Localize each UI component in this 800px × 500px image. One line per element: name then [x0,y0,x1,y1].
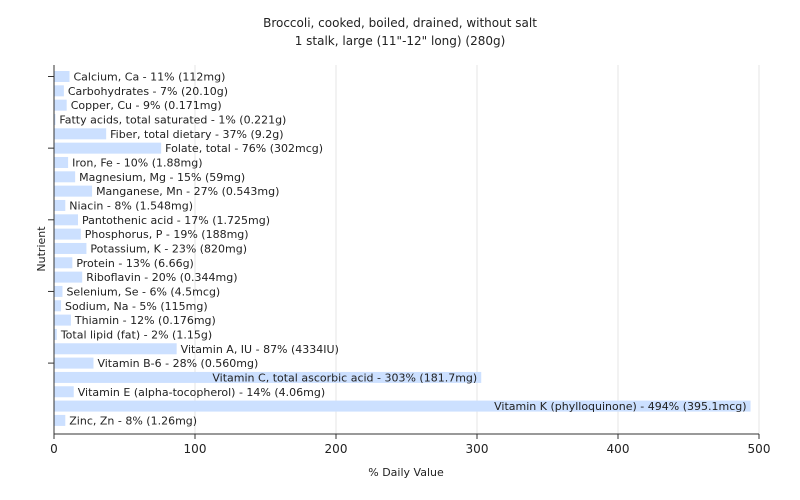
x-tick-label-0: 0 [50,442,58,456]
bar-16 [54,300,62,312]
bar-label-9: Niacin - 8% (1.548mg) [69,199,193,212]
axes [48,65,759,435]
bar-18 [54,328,57,340]
bar-2 [54,99,67,111]
x-tick-label-2: 200 [325,442,348,456]
chart-subtitle: 1 stalk, large (11"-12" long) (280g) [295,34,506,48]
x-axis-label: % Daily Value [368,466,444,479]
bars: Calcium, Ca - 11% (112mg)Carbohydrates -… [54,71,751,427]
bar-label-20: Vitamin B-6 - 28% (0.560mg) [97,357,258,370]
bar-24 [54,414,66,426]
chart-title: Broccoli, cooked, boiled, drained, witho… [263,16,537,30]
bar-6 [54,156,69,168]
bar-label-8: Manganese, Mn - 27% (0.543mg) [96,185,279,198]
bar-label-3: Fatty acids, total saturated - 1% (0.221… [59,113,286,126]
bar-label-23: Vitamin K (phylloquinone) - 494% (395.1m… [494,400,746,413]
bar-label-11: Phosphorus, P - 19% (188mg) [85,228,249,241]
bar-7 [54,171,76,183]
bar-3 [54,113,56,125]
bar-label-17: Thiamin - 12% (0.176mg) [74,314,216,327]
x-tick-label-1: 100 [184,442,207,456]
bar-13 [54,257,73,269]
bar-20 [54,357,94,369]
bar-12 [54,242,87,254]
bar-label-24: Zinc, Zn - 8% (1.26mg) [69,414,197,427]
bar-label-21: Vitamin C, total ascorbic acid - 303% (1… [212,371,477,384]
bar-label-13: Protein - 13% (6.66g) [76,257,194,270]
bar-label-19: Vitamin A, IU - 87% (4334IU) [181,343,339,356]
bar-23 [54,400,751,412]
bar-19 [54,343,177,355]
bar-4 [54,128,107,140]
bar-1 [54,85,64,97]
bar-0 [54,71,70,82]
bar-label-1: Carbohydrates - 7% (20.10g) [68,85,228,98]
bar-label-7: Magnesium, Mg - 15% (59mg) [79,171,245,184]
bar-label-14: Riboflavin - 20% (0.344mg) [86,271,237,284]
bar-11 [54,228,81,240]
bar-label-0: Calcium, Ca - 11% (112mg) [74,71,226,84]
x-tick-label-3: 300 [466,442,489,456]
bar-label-16: Sodium, Na - 5% (115mg) [65,300,208,313]
bar-label-12: Potassium, K - 23% (820mg) [90,242,247,255]
bar-label-22: Vitamin E (alpha-tocopherol) - 14% (4.06… [78,386,325,399]
x-tick-label-4: 400 [607,442,630,456]
x-tick-label-5: 500 [748,442,771,456]
bar-9 [54,199,66,211]
bar-8 [54,185,93,197]
bar-14 [54,271,83,283]
bar-5 [54,142,162,154]
bar-label-18: Total lipid (fat) - 2% (1.15g) [60,328,212,341]
x-ticks: 0 100 200 300 400 500 [50,434,770,456]
bar-label-10: Pantothenic acid - 17% (1.725mg) [82,214,270,227]
bar-label-6: Iron, Fe - 10% (1.88mg) [72,156,202,169]
bar-21 [54,371,482,383]
bar-22 [54,386,74,398]
y-axis-label: Nutrient [35,226,48,272]
bar-10 [54,214,78,226]
bar-15 [54,285,63,297]
bar-label-15: Selenium, Se - 6% (4.5mcg) [66,285,220,298]
bar-17 [54,314,71,326]
bar-label-4: Fiber, total dietary - 37% (9.2g) [110,128,283,141]
bar-label-2: Copper, Cu - 9% (0.171mg) [71,99,222,112]
bar-label-5: Folate, total - 76% (302mcg) [165,142,323,155]
